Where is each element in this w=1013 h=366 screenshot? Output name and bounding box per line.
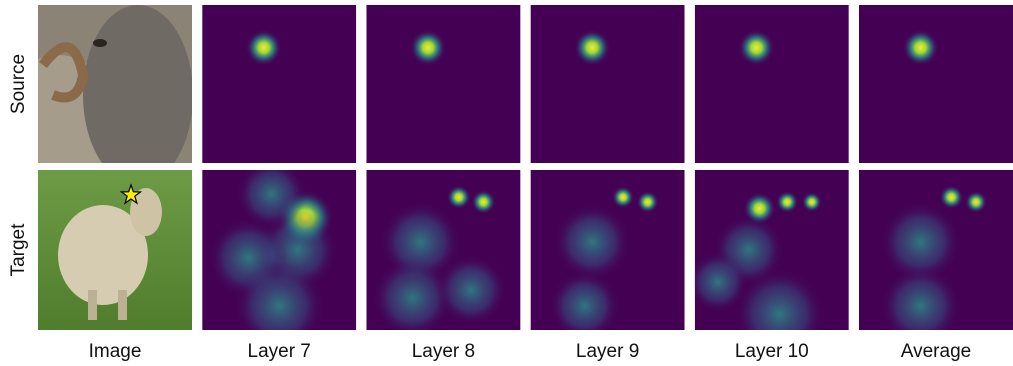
hotspot bbox=[471, 190, 495, 214]
activation bbox=[881, 266, 961, 346]
heatmap bbox=[859, 5, 1013, 163]
panel bbox=[366, 5, 520, 163]
activation bbox=[688, 252, 748, 312]
activation bbox=[234, 261, 324, 351]
panels bbox=[0, 5, 1013, 359]
activation bbox=[237, 159, 307, 229]
face bbox=[83, 5, 193, 185]
hotspot bbox=[447, 185, 471, 209]
hotspot bbox=[612, 186, 634, 208]
leg bbox=[118, 290, 127, 320]
panel bbox=[531, 5, 685, 163]
activation bbox=[550, 271, 620, 341]
panel bbox=[859, 5, 1013, 163]
row-label: Target bbox=[8, 223, 29, 277]
hotspot bbox=[939, 185, 963, 209]
panel bbox=[366, 170, 520, 338]
hotspot bbox=[903, 30, 939, 66]
heatmap bbox=[366, 5, 520, 163]
panel bbox=[202, 159, 356, 351]
column-label: Layer 9 bbox=[576, 341, 639, 362]
panel bbox=[38, 170, 192, 330]
activation bbox=[554, 204, 630, 280]
row-label: Source bbox=[8, 54, 29, 114]
eye bbox=[93, 39, 107, 47]
column-label: Image bbox=[89, 341, 142, 362]
hotspot bbox=[776, 191, 798, 213]
panel bbox=[202, 5, 356, 163]
column-label: Layer 8 bbox=[412, 341, 475, 362]
hotspot bbox=[738, 30, 774, 66]
panel bbox=[531, 170, 685, 341]
hotspot bbox=[802, 192, 822, 212]
heatmap bbox=[531, 5, 685, 163]
panel bbox=[695, 5, 849, 163]
hotspot bbox=[574, 30, 610, 66]
column-label: Average bbox=[901, 341, 971, 362]
activation bbox=[436, 255, 506, 325]
heatmap bbox=[695, 5, 849, 163]
hotspot bbox=[410, 30, 446, 66]
leg bbox=[88, 290, 97, 320]
hotspot bbox=[965, 191, 987, 213]
column-label: Layer 10 bbox=[735, 341, 809, 362]
panel bbox=[859, 170, 1013, 346]
hotspot bbox=[637, 191, 659, 213]
panel bbox=[688, 170, 849, 359]
heatmap bbox=[202, 5, 356, 163]
figure: Source Target Image Layer 7 Layer 8 Layer 9… bbox=[0, 0, 1013, 366]
hotspot bbox=[246, 30, 282, 66]
column-label: Layer 7 bbox=[248, 341, 311, 362]
